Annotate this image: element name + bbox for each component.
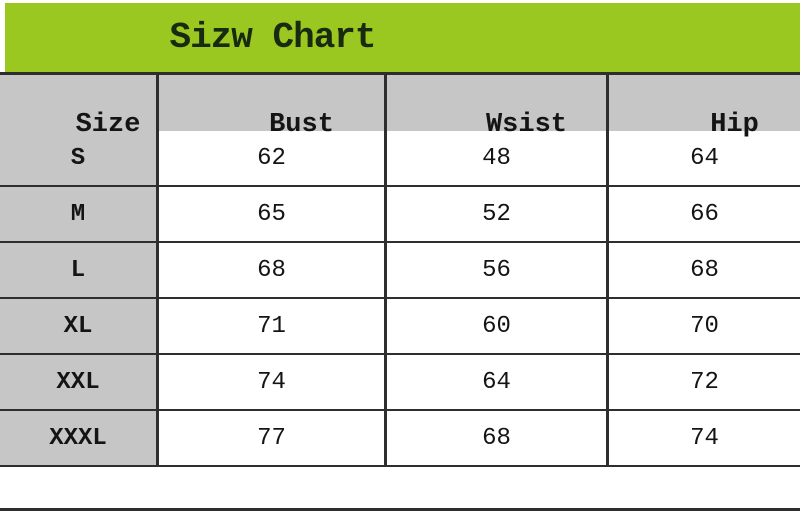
header-label-waist: Wsist bbox=[485, 109, 567, 140]
row-label-xl: XL bbox=[0, 299, 156, 355]
header-label-hip: Hip bbox=[710, 109, 759, 140]
value-cell-xxl-hip: 72 bbox=[606, 355, 800, 411]
value-cell-xxxl-hip: 74 bbox=[606, 411, 800, 467]
value-cell-m-hip: 66 bbox=[606, 187, 800, 243]
value-cell-xxxl-waist: 68 bbox=[384, 411, 606, 467]
row-label-xxl: XXL bbox=[0, 355, 156, 411]
title-banner: Sizw Chart bbox=[5, 3, 800, 72]
value-cell-l-waist: 56 bbox=[384, 243, 606, 299]
row-label-l: L bbox=[0, 243, 156, 299]
size-chart-table: Size Bust Wsist Hip S 62 48 64 M 65 52 6… bbox=[0, 72, 800, 467]
value-cell-s-hip: 64 bbox=[606, 131, 800, 187]
value-cell-xl-hip: 70 bbox=[606, 299, 800, 355]
row-label-m: M bbox=[0, 187, 156, 243]
value-cell-l-bust: 68 bbox=[156, 243, 384, 299]
value-cell-s-waist: 48 bbox=[384, 131, 606, 187]
value-cell-xxl-bust: 74 bbox=[156, 355, 384, 411]
value-cell-xl-waist: 60 bbox=[384, 299, 606, 355]
value-cell-m-bust: 65 bbox=[156, 187, 384, 243]
value-cell-xxxl-bust: 77 bbox=[156, 411, 384, 467]
header-label-bust: Bust bbox=[269, 109, 334, 140]
row-label-xxxl: XXXL bbox=[0, 411, 156, 467]
value-cell-m-waist: 52 bbox=[384, 187, 606, 243]
value-cell-s-bust: 62 bbox=[156, 131, 384, 187]
page-title: Sizw Chart bbox=[169, 17, 376, 58]
table-bottom-border bbox=[0, 508, 800, 511]
header-label-size: Size bbox=[75, 109, 141, 140]
value-cell-xxl-waist: 64 bbox=[384, 355, 606, 411]
row-label-s: S bbox=[0, 131, 156, 187]
value-cell-l-hip: 68 bbox=[606, 243, 800, 299]
value-cell-xl-bust: 71 bbox=[156, 299, 384, 355]
